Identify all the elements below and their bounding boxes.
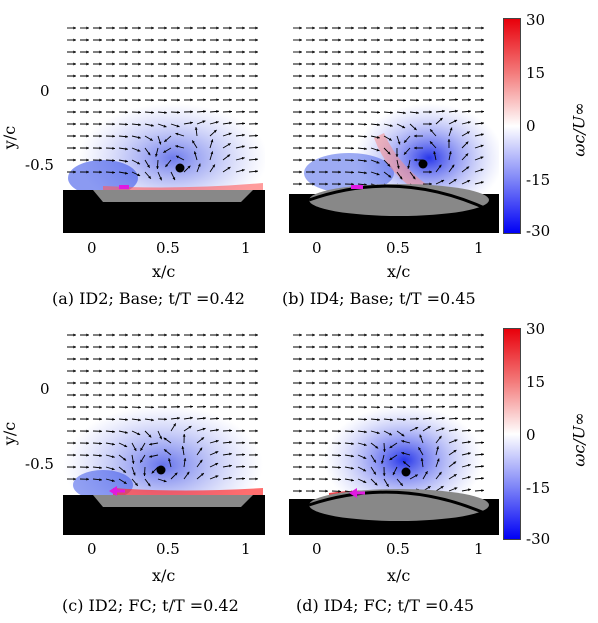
x-axis-label-c: x/c <box>152 566 176 585</box>
xtick-d-1: 0.5 <box>386 540 410 558</box>
xtick-b-2: 1 <box>474 239 484 257</box>
cbar-bottom-tick-2: 0 <box>526 426 536 444</box>
cbar-top-tick-3: -15 <box>526 171 551 189</box>
xtick-a-0: 0 <box>87 239 97 257</box>
y-axis-label-a: y/c <box>0 125 20 150</box>
xtick-b-1: 0.5 <box>386 239 410 257</box>
ytick-c-0: 0 <box>40 380 50 398</box>
vorticity-field-b <box>289 18 499 233</box>
vector-arrows-c <box>66 333 259 487</box>
xtick-c-2: 1 <box>241 540 251 558</box>
cbar-bottom-tick-4: -30 <box>526 530 551 548</box>
airfoil-ellipse-d <box>309 489 489 521</box>
cbar-top-tick-4: -30 <box>526 222 551 240</box>
vector-arrows-a <box>66 26 259 181</box>
xtick-c-0: 0 <box>87 540 97 558</box>
xtick-a-1: 0.5 <box>156 239 180 257</box>
cbar-top-tick-1: 15 <box>526 64 546 82</box>
cbar-bottom-tick-0: 30 <box>526 320 546 338</box>
ytick-a-1: -0.5 <box>25 156 54 174</box>
cbar-top-tick-0: 30 <box>526 11 546 29</box>
caption-c: (c) ID2; FC; t/T =0.42 <box>62 596 239 615</box>
vector-arrows-b <box>292 26 485 190</box>
vector-field-b <box>289 26 499 233</box>
xtick-b-0: 0 <box>312 239 322 257</box>
vortex-center-d <box>401 467 411 477</box>
xtick-a-2: 1 <box>241 239 251 257</box>
xtick-c-1: 0.5 <box>156 540 180 558</box>
xtick-d-2: 1 <box>474 540 484 558</box>
xtick-d-0: 0 <box>312 540 322 558</box>
caption-d: (d) ID4; FC; t/T =0.45 <box>296 596 475 615</box>
caption-b: (b) ID4; Base; t/T =0.45 <box>282 289 476 308</box>
colorbar-title-bottom: ωc/U∞ <box>569 412 589 467</box>
vector-arrows-d <box>292 333 485 497</box>
x-axis-label-a: x/c <box>152 262 176 281</box>
vortex-center-c <box>156 465 166 475</box>
x-axis-label-d: x/c <box>387 566 411 585</box>
actuator-marker-a <box>119 185 129 189</box>
vorticity-field-c <box>63 325 265 535</box>
ytick-a-0: 0 <box>40 82 50 100</box>
cbar-top-tick-2: 0 <box>526 117 536 135</box>
vortex-center-a <box>175 163 185 173</box>
vector-field-c <box>63 333 265 535</box>
vector-field-a <box>63 26 265 233</box>
vortex-center-b <box>418 159 428 169</box>
actuator-arrow-c <box>109 486 117 496</box>
caption-a: (a) ID2; Base; t/T =0.42 <box>52 289 245 308</box>
ytick-c-1: -0.5 <box>25 455 54 473</box>
cbar-bottom-tick-1: 15 <box>526 373 546 391</box>
vorticity-field-d <box>289 325 499 535</box>
y-axis-label-c: y/c <box>0 421 20 446</box>
vorticity-field-a <box>63 18 265 233</box>
vector-field-d <box>289 333 499 535</box>
airfoil-flat-a <box>93 190 253 202</box>
actuator-arrow-d <box>349 488 357 498</box>
airfoil-ellipse-b <box>309 184 489 216</box>
x-axis-label-b: x/c <box>387 262 411 281</box>
airfoil-flat-c <box>93 495 253 507</box>
colorbar-title-top: ωc/U∞ <box>569 102 589 157</box>
colorbar-bottom <box>503 328 521 540</box>
actuator-marker-b <box>351 185 363 189</box>
colorbar-top <box>503 18 521 234</box>
cbar-bottom-tick-3: -15 <box>526 479 551 497</box>
